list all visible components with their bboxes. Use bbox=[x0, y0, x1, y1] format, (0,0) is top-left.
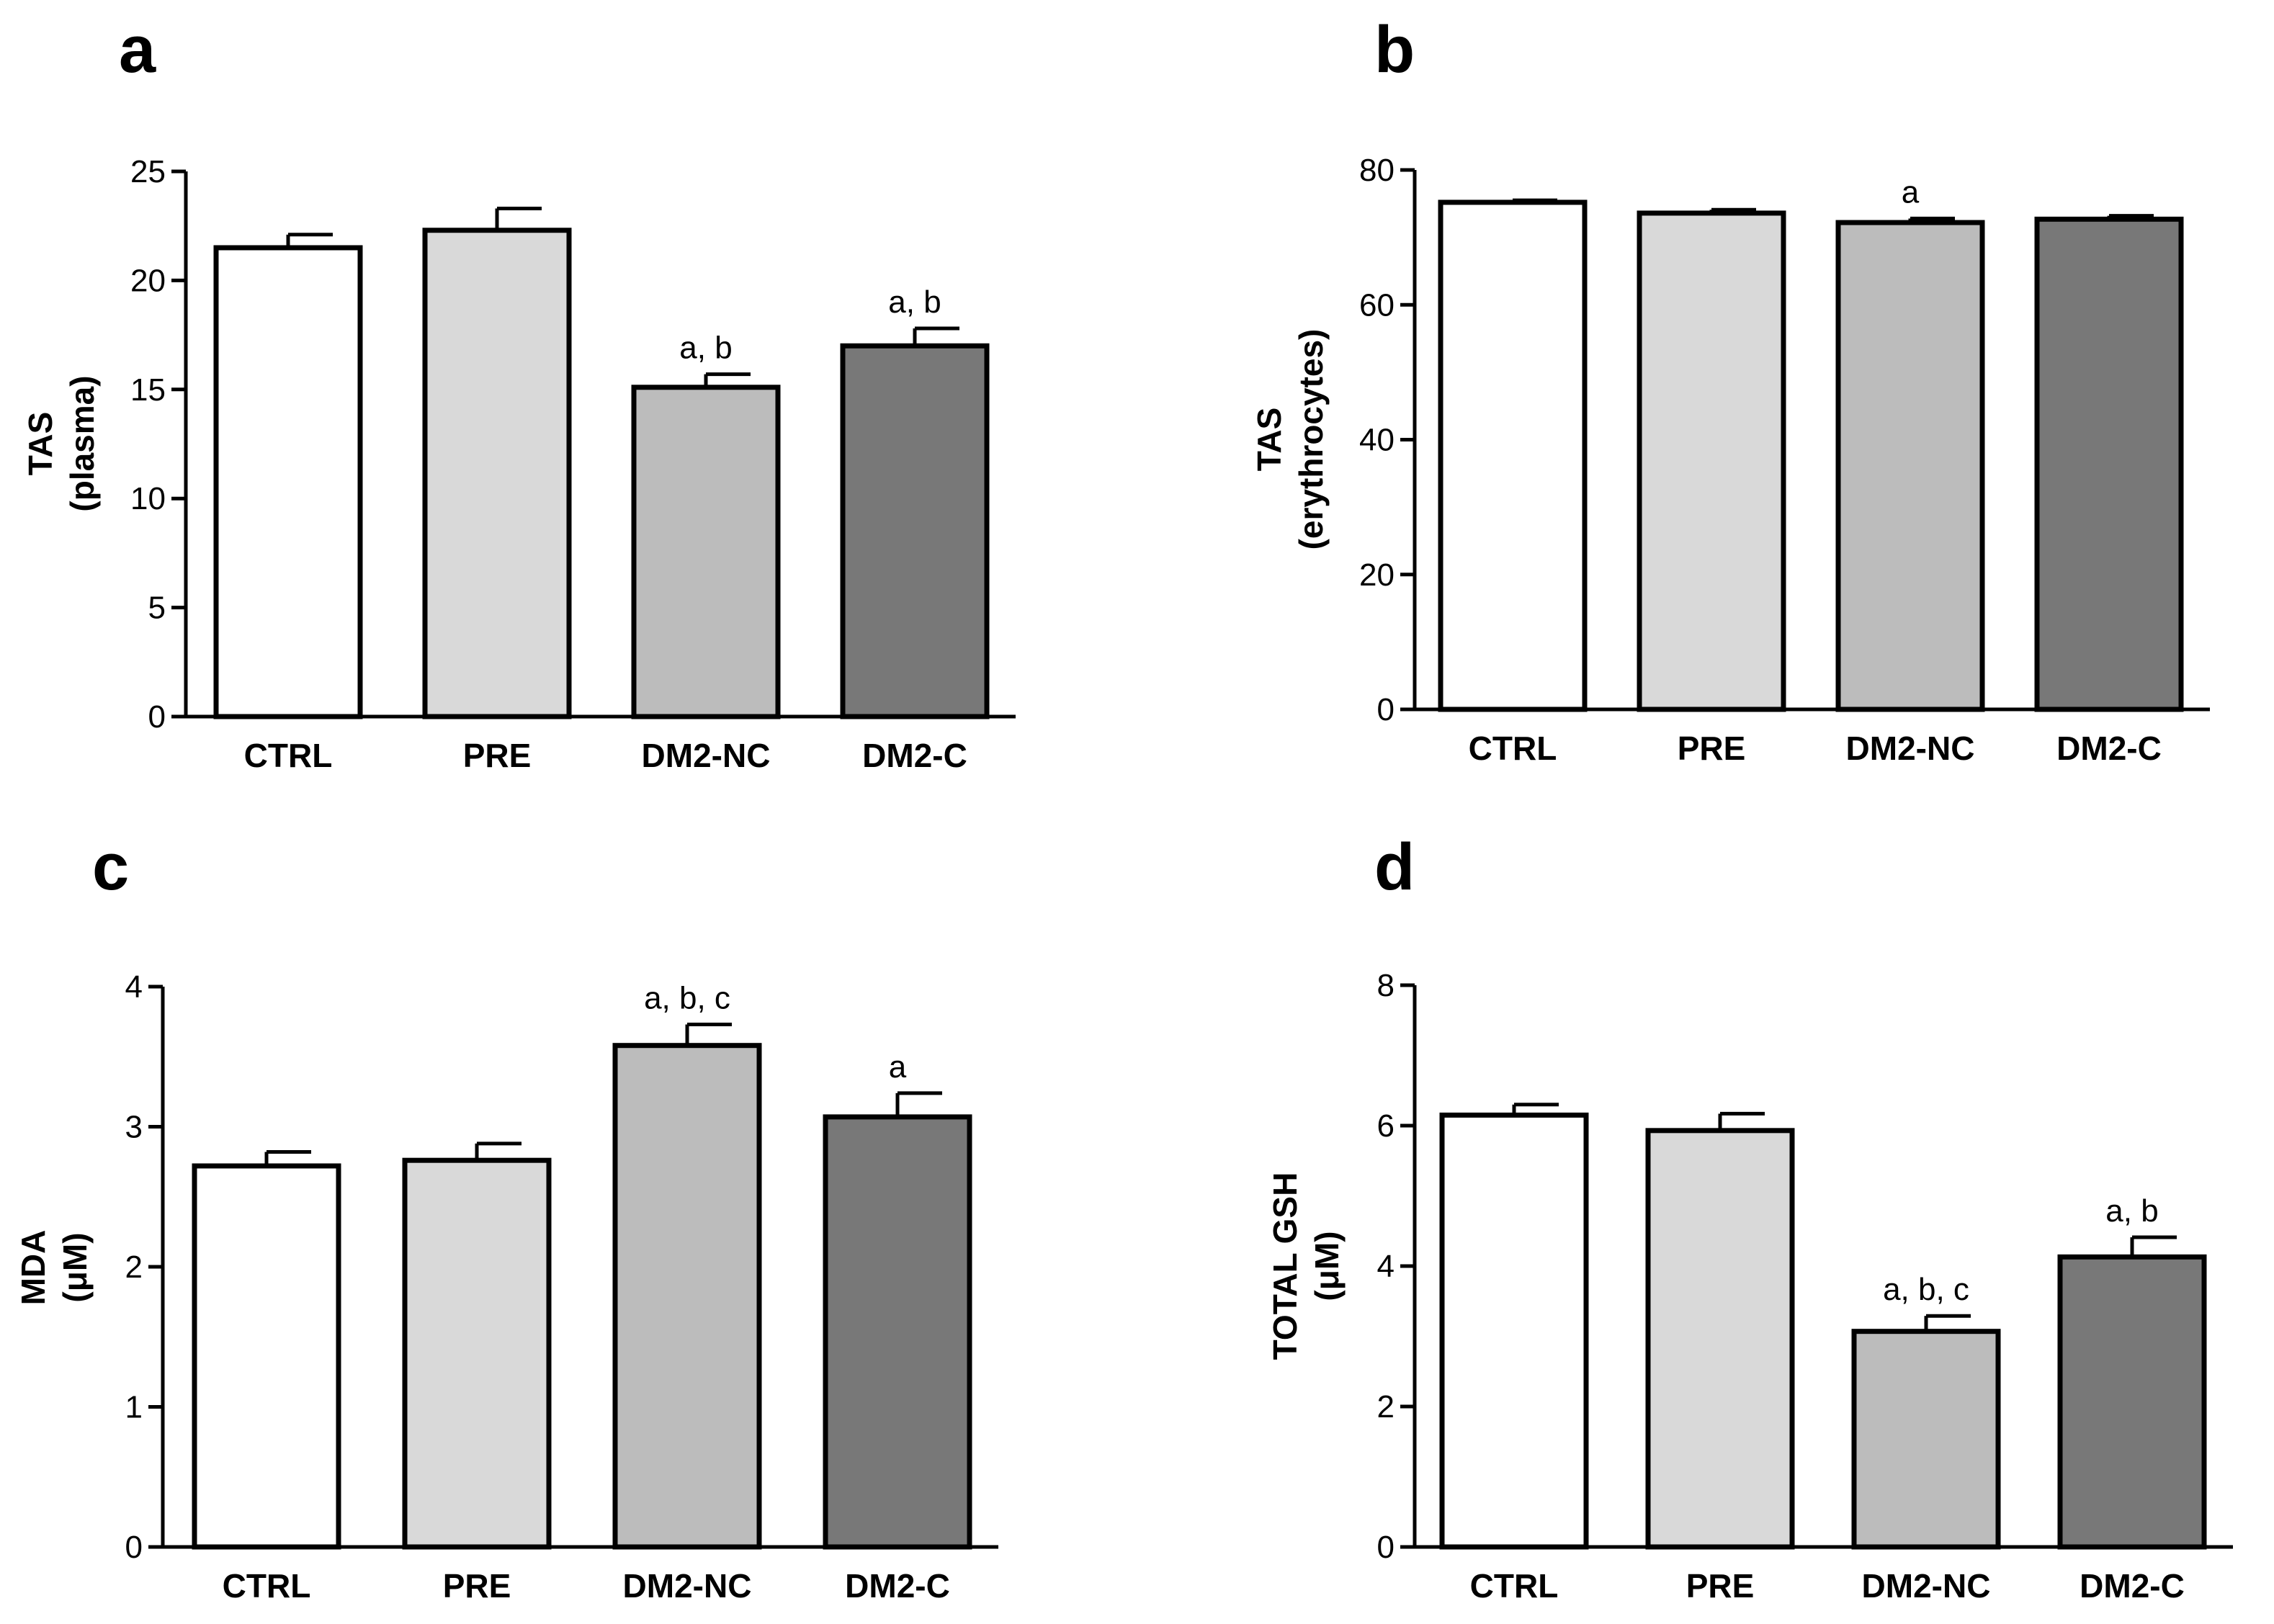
x-category-label: CTRL bbox=[244, 737, 333, 774]
y-axis-label: TAS bbox=[22, 412, 59, 476]
bar-dm2-nc bbox=[1835, 220, 1985, 712]
panel-letter: d bbox=[1374, 830, 1415, 904]
y-tick-label: 4 bbox=[125, 969, 143, 1005]
bar-dm2-c bbox=[823, 1114, 972, 1550]
x-category-label: DM2-C bbox=[2056, 730, 2162, 767]
y-tick-label: 2 bbox=[1377, 1389, 1395, 1425]
x-category-label: DM2-NC bbox=[642, 737, 771, 774]
y-tick-label: 25 bbox=[130, 154, 166, 189]
y-tick-label: 10 bbox=[130, 481, 166, 516]
panel-letter: c bbox=[92, 830, 129, 904]
x-category-label: DM2-C bbox=[2080, 1567, 2185, 1605]
y-tick-label: 5 bbox=[148, 591, 166, 626]
significance-annotation: a, b, c bbox=[1883, 1272, 1969, 1307]
bar-ctrl bbox=[213, 245, 363, 719]
significance-annotation: a, b bbox=[888, 284, 941, 320]
x-category-label: DM2-C bbox=[862, 737, 967, 774]
bar-pre bbox=[402, 1157, 552, 1550]
bar-dm2-c bbox=[840, 343, 990, 719]
bar-dm2-nc bbox=[612, 1043, 762, 1550]
x-category-label: PRE bbox=[463, 737, 532, 774]
x-category-label: CTRL bbox=[1470, 1567, 1559, 1605]
y-axis-unit-label: (μM) bbox=[56, 1232, 94, 1302]
bar-dm2-nc bbox=[1851, 1329, 2001, 1550]
x-category-label: PRE bbox=[1678, 730, 1746, 767]
significance-annotation: a, b, c bbox=[644, 981, 730, 1016]
y-tick-label: 1 bbox=[125, 1390, 143, 1425]
y-tick-label: 0 bbox=[148, 699, 166, 735]
x-category-label: PRE bbox=[1686, 1567, 1755, 1605]
significance-annotation: a bbox=[889, 1049, 907, 1085]
x-category-label: CTRL bbox=[223, 1567, 311, 1605]
bar-pre bbox=[1637, 210, 1786, 712]
y-axis-label: MDA bbox=[14, 1230, 52, 1306]
panel-a: a 0 5 10 15 20 25 TAS (plasma) CTRL PRE a, b DM2-NC a… bbox=[22, 13, 1016, 774]
bar-dm2-c bbox=[2034, 216, 2184, 712]
bar-pre bbox=[1645, 1128, 1795, 1550]
y-tick-label: 40 bbox=[1359, 423, 1395, 458]
y-axis-label: TAS bbox=[1250, 408, 1288, 472]
bar-ctrl bbox=[192, 1163, 341, 1550]
bar-ctrl bbox=[1439, 1112, 1589, 1550]
y-tick-label: 60 bbox=[1359, 287, 1395, 323]
panel-d: d 0 2 4 6 8 TOTAL GSH (μM) CTRL PRE a, b, c DM2-NC a… bbox=[1266, 830, 2233, 1605]
y-tick-label: 0 bbox=[125, 1530, 143, 1565]
x-category-label: DM2-NC bbox=[1846, 730, 1975, 767]
y-axis-label: TOTAL GSH bbox=[1266, 1172, 1304, 1360]
panel-letter: b bbox=[1374, 13, 1415, 86]
y-axis-unit-label: (plasma) bbox=[63, 375, 101, 511]
y-tick-label: 20 bbox=[130, 263, 166, 298]
y-tick-label: 2 bbox=[125, 1250, 143, 1285]
panel-b: b 0 20 40 60 80 TAS (erythrocytes) CTRL PRE a DM2-N… bbox=[1250, 13, 2210, 767]
panel-c: c 0 1 2 3 4 MDA (μM) CTRL PRE a, b, c DM2-NC a DM2-C bbox=[14, 830, 998, 1605]
x-category-label: DM2-NC bbox=[1862, 1567, 1991, 1605]
y-tick-label: 3 bbox=[125, 1110, 143, 1145]
y-axis-unit-label: (erythrocytes) bbox=[1292, 329, 1330, 550]
significance-annotation: a bbox=[1902, 174, 1920, 210]
y-tick-label: 6 bbox=[1377, 1108, 1395, 1144]
y-tick-label: 0 bbox=[1377, 1530, 1395, 1565]
y-tick-label: 20 bbox=[1359, 557, 1395, 593]
x-category-label: CTRL bbox=[1469, 730, 1557, 767]
y-tick-label: 80 bbox=[1359, 153, 1395, 188]
bar-ctrl bbox=[1438, 199, 1588, 712]
bar-dm2-c bbox=[2057, 1254, 2207, 1550]
significance-annotation: a, b bbox=[2105, 1193, 2158, 1229]
y-tick-label: 15 bbox=[130, 372, 166, 408]
y-tick-label: 4 bbox=[1377, 1249, 1395, 1284]
bar-dm2-nc bbox=[631, 385, 781, 719]
panel-letter: a bbox=[119, 13, 156, 86]
x-category-label: PRE bbox=[443, 1567, 511, 1605]
bar-pre bbox=[422, 228, 572, 719]
y-axis-unit-label: (μM) bbox=[1308, 1231, 1346, 1301]
y-tick-label: 0 bbox=[1377, 692, 1395, 727]
y-tick-label: 8 bbox=[1377, 968, 1395, 1003]
significance-annotation: a, b bbox=[679, 331, 732, 366]
x-category-label: DM2-NC bbox=[623, 1567, 752, 1605]
x-category-label: DM2-C bbox=[845, 1567, 950, 1605]
